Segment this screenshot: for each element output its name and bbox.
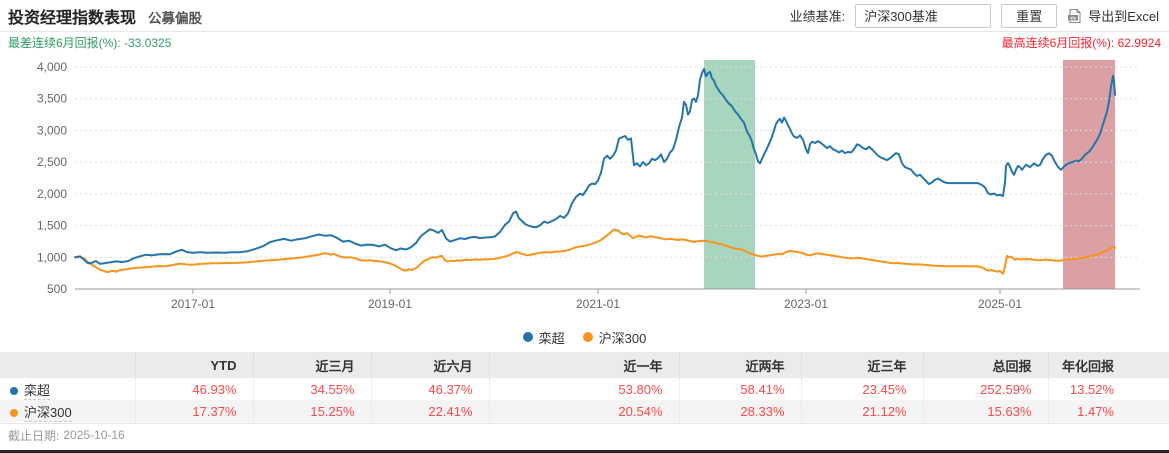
table-column-header: 近一年 <box>488 352 679 378</box>
y-axis-tick-label: 2,500 <box>37 155 67 169</box>
y-axis-tick-label: 4,000 <box>37 60 67 74</box>
table-column-header: YTD <box>134 352 253 378</box>
table-column-header: 近三年 <box>800 352 923 378</box>
performance-line-chart[interactable]: 500 1,000 1,500 2,000 2,500 3,000 3,500 4,000 20… <box>0 52 1169 322</box>
chart-area: 500 1,000 1,500 2,000 2,500 3,000 3,500 4,000 20… <box>0 52 1169 322</box>
benchmark-input[interactable] <box>855 3 992 28</box>
export-label: 导出到Excel <box>1088 9 1159 24</box>
series-name-cell[interactable]: 栾超 <box>0 378 135 400</box>
y-axis-tick-label: 500 <box>47 282 67 296</box>
return-value-cell: 23.45% <box>800 378 923 400</box>
chart-legend: 栾超 沪深300 <box>0 322 1169 352</box>
table-column-header: 年化回报 <box>1047 352 1169 378</box>
export-excel-button[interactable]: xls 导出到Excel <box>1067 6 1159 25</box>
return-value-cell: 13.52% <box>1047 378 1169 400</box>
best-6m-label: 最高连续6月回报(%): <box>1001 35 1115 50</box>
series-name: 沪深300 <box>24 404 72 422</box>
return-value-cell: 20.54% <box>488 400 679 422</box>
table-column-header <box>0 352 135 378</box>
return-value-cell: 21.12% <box>800 400 923 422</box>
return-value-cell: 17.37% <box>134 400 253 422</box>
legend-label: 沪深300 <box>598 330 647 346</box>
series-name: 栾超 <box>24 382 51 400</box>
series-dot-icon <box>10 387 18 396</box>
return-value-cell: 1.47% <box>1047 400 1169 422</box>
highlight-band-1 <box>1063 60 1115 289</box>
x-axis-tick-label: 2019-01 <box>368 297 412 311</box>
y-axis-tick-label: 2,000 <box>37 187 67 201</box>
y-axis-tick-label: 3,500 <box>37 92 67 106</box>
return-value-cell: 15.63% <box>922 400 1048 422</box>
page-title: 投资经理指数表现 <box>8 9 137 27</box>
series-dot-icon <box>10 409 18 418</box>
highlight-band-0 <box>704 60 755 289</box>
return-value-cell: 46.37% <box>370 378 489 400</box>
best-6m-value: 62.9924 <box>1117 35 1161 50</box>
title-group: 投资经理指数表现 公募偏股 <box>8 4 202 28</box>
table-header-row: YTD 近三月 近六月 近一年 近两年 近三年 总回报 年化回报 <box>0 352 1169 378</box>
cutoff-date-label: 截止日期: <box>8 428 60 443</box>
worst-6m-label: 最差连续6月回报(%): <box>8 35 121 50</box>
return-value-cell: 46.93% <box>134 378 253 400</box>
x-axis-tick-label: 2025-01 <box>978 297 1022 311</box>
worst-6m-return: 最差连续6月回报(%): -33.0325 <box>8 34 171 51</box>
svg-text:xls: xls <box>1070 15 1077 20</box>
table-column-header: 近三月 <box>252 352 371 378</box>
benchmark-label: 业绩基准: <box>789 9 846 24</box>
legend-item-0[interactable]: 栾超 <box>522 328 565 347</box>
return-value-cell: 15.25% <box>252 400 371 422</box>
worst-6m-value: -33.0325 <box>124 35 172 50</box>
legend-label: 栾超 <box>538 330 565 346</box>
best-6m-return: 最高连续6月回报(%): 62.9924 <box>1002 34 1161 51</box>
toolbar: 业绩基准: 重置 xls 导出到Excel <box>789 3 1159 28</box>
return-value-cell: 28.33% <box>678 400 801 422</box>
y-axis-tick-label: 3,000 <box>37 123 67 137</box>
table-row: 沪深300 17.37% 15.25% 22.41% 20.54% 28.33% 21.12… <box>0 400 1169 422</box>
legend-dot-icon <box>522 332 533 342</box>
y-axis-tick-label: 1,500 <box>37 219 67 233</box>
page-subtitle: 公募偏股 <box>148 10 203 26</box>
legend-dot-icon <box>582 332 593 342</box>
table-column-header: 总回报 <box>922 352 1048 378</box>
return-value-cell: 252.59% <box>922 378 1048 400</box>
return-value-cell: 22.41% <box>370 400 489 422</box>
header-bar: 投资经理指数表现 公募偏股 业绩基准: 重置 xls 导出到Excel <box>0 0 1169 32</box>
legend-item-1[interactable]: 沪深300 <box>582 328 647 347</box>
x-axis-tick-label: 2017-01 <box>171 297 215 311</box>
returns-table: YTD 近三月 近六月 近一年 近两年 近三年 总回报 年化回报 栾超 46.93% 34.55%… <box>0 352 1169 422</box>
x-axis-tick-label: 2023-01 <box>784 297 828 311</box>
footer: 截止日期: 2025-10-16 <box>0 423 1169 446</box>
return-value-cell: 53.80% <box>488 378 679 400</box>
cutoff-date-value: 2025-10-16 <box>63 428 125 442</box>
series-line-栾超 <box>74 67 1116 265</box>
return-value-cell: 34.55% <box>252 378 371 400</box>
xls-file-icon: xls <box>1067 8 1083 24</box>
y-axis-tick-label: 1,000 <box>37 250 67 264</box>
series-name-cell[interactable]: 沪深300 <box>0 400 135 422</box>
x-axis-tick-label: 2021-01 <box>576 297 620 311</box>
stats-row: 最差连续6月回报(%): -33.0325 最高连续6月回报(%): 62.99… <box>0 32 1169 52</box>
table-column-header: 近六月 <box>370 352 489 378</box>
table-row: 栾超 46.93% 34.55% 46.37% 53.80% 58.41% 23.45% 25… <box>0 378 1169 400</box>
series-line-沪深300 <box>74 228 1116 275</box>
return-value-cell: 58.41% <box>678 378 801 400</box>
reset-button[interactable]: 重置 <box>1001 3 1058 28</box>
table-column-header: 近两年 <box>678 352 801 378</box>
